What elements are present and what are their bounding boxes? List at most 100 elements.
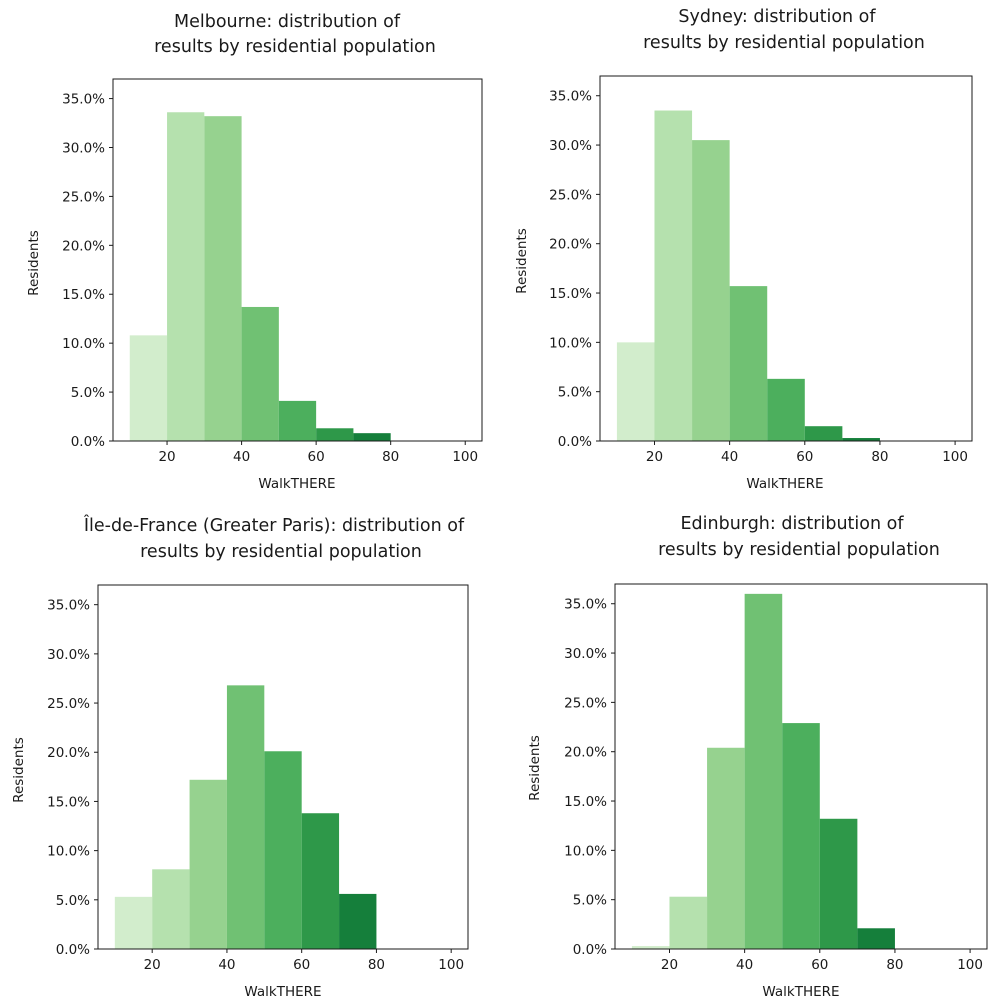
- panel-edinburgh: Edinburgh: distribution of results by re…: [527, 514, 988, 1000]
- y-tick-label: 30.0%: [549, 138, 592, 154]
- x-tick-label: 60: [293, 957, 310, 973]
- y-tick-label: 5.0%: [558, 385, 592, 401]
- x-axis-label: WalkTHERE: [746, 476, 823, 492]
- histogram-bar: [744, 593, 783, 949]
- y-axis-label: Residents: [527, 735, 543, 801]
- histogram-bar: [804, 426, 843, 441]
- histogram-bar: [692, 140, 730, 441]
- y-axis-label: Residents: [514, 228, 530, 294]
- histogram-bar: [353, 433, 391, 441]
- histogram-bar: [707, 747, 745, 949]
- y-tick-label: 15.0%: [47, 794, 90, 810]
- x-tick-label: 40: [736, 957, 753, 973]
- x-tick-label: 40: [721, 449, 738, 465]
- panel-melbourne: Melbourne: distribution of results by re…: [26, 12, 483, 492]
- histogram-bar: [204, 116, 242, 442]
- axes-frame: [112, 78, 483, 442]
- x-tick-label: 100: [452, 449, 478, 465]
- histogram-bar: [669, 896, 708, 949]
- y-tick-label: 35.0%: [549, 89, 592, 105]
- x-tick-label: 40: [218, 957, 235, 973]
- y-tick-label: 10.0%: [47, 844, 90, 860]
- y-tick-label: 5.0%: [56, 893, 90, 909]
- y-tick-label: 20.0%: [47, 745, 90, 761]
- x-tick-label: 80: [871, 449, 888, 465]
- y-tick-label: 35.0%: [564, 597, 607, 613]
- histogram-bar: [631, 946, 670, 949]
- x-tick-label: 40: [233, 449, 250, 465]
- y-tick-label: 20.0%: [564, 745, 607, 761]
- histogram-bar: [241, 306, 279, 441]
- chart-title-line2: results by residential population: [643, 33, 925, 53]
- histogram-bar: [819, 818, 858, 949]
- y-tick-label: 30.0%: [47, 647, 90, 663]
- y-axis-label: Residents: [11, 737, 27, 803]
- axes-frame: [97, 584, 469, 950]
- histogram-bar: [278, 400, 317, 441]
- histogram-bar: [654, 110, 693, 441]
- x-tick-label: 100: [957, 957, 983, 973]
- plot-area: 20 40 60 80 100 0.0% 5.0% 10.0% 15.0% 20.0% 25.0% 3…: [549, 75, 973, 465]
- x-axis-label: WalkTHERE: [258, 476, 335, 492]
- histogram-bar: [226, 685, 265, 949]
- y-tick-label: 0.0%: [558, 434, 592, 450]
- histogram-bar: [301, 813, 340, 949]
- y-tick-label: 10.0%: [62, 336, 105, 352]
- chart-title-line1: Edinburgh: distribution of: [680, 514, 904, 534]
- plot-area: 20 40 60 80 100 0.0% 5.0% 10.0% 15.0% 20.0% 25.0% 3…: [47, 584, 469, 973]
- axes-frame: [614, 583, 988, 950]
- histogram-bar: [152, 869, 190, 949]
- histogram-bar: [857, 928, 895, 949]
- y-tick-label: 15.0%: [564, 794, 607, 810]
- y-tick-label: 30.0%: [564, 646, 607, 662]
- x-axis-label: WalkTHERE: [244, 984, 321, 1000]
- chart-title-line2: results by residential population: [154, 37, 436, 57]
- y-tick-label: 15.0%: [549, 286, 592, 302]
- x-tick-label: 20: [158, 449, 175, 465]
- chart-title-line2: results by residential population: [140, 542, 422, 562]
- y-tick-label: 25.0%: [564, 695, 607, 711]
- histogram-bar: [842, 438, 880, 441]
- y-tick-label: 30.0%: [62, 140, 105, 156]
- chart-title-line1: Sydney: distribution of: [678, 7, 876, 27]
- histogram-bar: [167, 112, 205, 441]
- x-tick-label: 60: [308, 449, 325, 465]
- chart-title-line1: Île-de-France (Greater Paris): distribut…: [83, 514, 465, 536]
- y-tick-label: 15.0%: [62, 287, 105, 303]
- x-tick-label: 60: [796, 449, 813, 465]
- y-tick-label: 5.0%: [71, 385, 105, 401]
- histogram-bar: [782, 723, 820, 949]
- y-tick-label: 10.0%: [549, 335, 592, 351]
- x-tick-label: 80: [382, 449, 399, 465]
- y-tick-label: 25.0%: [549, 187, 592, 203]
- axes-frame: [599, 75, 973, 442]
- y-tick-label: 25.0%: [47, 696, 90, 712]
- histogram-bar: [264, 751, 302, 949]
- y-tick-label: 5.0%: [573, 893, 607, 909]
- histogram-bar: [316, 428, 354, 441]
- chart-title-line2: results by residential population: [658, 540, 940, 560]
- y-tick-label: 0.0%: [71, 434, 105, 450]
- y-tick-label: 25.0%: [62, 189, 105, 205]
- x-tick-label: 20: [144, 957, 161, 973]
- panel-ile-de-france: Île-de-France (Greater Paris): distribut…: [11, 514, 469, 1000]
- histogram-bar: [114, 896, 153, 949]
- histogram-bar: [189, 779, 227, 949]
- chart-title-line1: Melbourne: distribution of: [174, 12, 401, 32]
- histogram-bar: [729, 286, 768, 441]
- plot-area: 20 40 60 80 100 0.0% 5.0% 10.0% 15.0% 20.0% 25.0% 3…: [62, 78, 483, 465]
- x-tick-label: 100: [942, 449, 968, 465]
- histogram-bar: [616, 342, 655, 441]
- y-tick-label: 0.0%: [573, 942, 607, 958]
- plot-area: 20 40 60 80 100 0.0% 5.0% 10.0% 15.0% 20.0% 25.0% 3…: [564, 583, 988, 973]
- x-tick-label: 20: [661, 957, 678, 973]
- y-tick-label: 0.0%: [56, 942, 90, 958]
- y-tick-label: 35.0%: [62, 92, 105, 108]
- y-axis-label: Residents: [26, 230, 42, 296]
- y-tick-label: 10.0%: [564, 843, 607, 859]
- panel-sydney: Sydney: distribution of results by resid…: [514, 7, 973, 492]
- histogram-bar: [129, 335, 168, 441]
- y-tick-label: 20.0%: [62, 238, 105, 254]
- y-tick-label: 35.0%: [47, 598, 90, 614]
